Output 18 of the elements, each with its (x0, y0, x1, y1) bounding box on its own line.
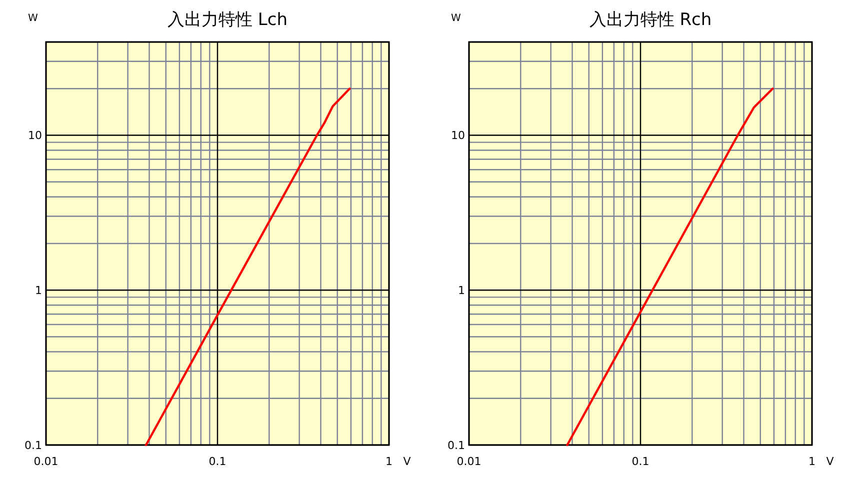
chart-title: 入出力特性 Rch (589, 10, 712, 30)
x-tick-label: 1 (386, 455, 392, 468)
y-tick-label: 10 (451, 129, 465, 142)
x-tick-label: 0.1 (632, 455, 650, 468)
x-tick-label: 1 (808, 455, 816, 468)
y-tick-label: 10 (28, 129, 42, 142)
x-tick-label: 0.01 (456, 455, 482, 468)
x-tick-label: 0.1 (208, 455, 226, 468)
y-tick-label: 0.1 (448, 439, 465, 452)
y-axis-title: W (451, 13, 462, 24)
y-axis-title: W (28, 13, 38, 24)
x-tick-label: 0.01 (34, 455, 58, 468)
y-tick-label: 0.1 (24, 439, 42, 452)
chart-title: 入出力特性 Lch (168, 10, 288, 30)
y-tick-label: 1 (35, 284, 42, 298)
x-axis-title: V (403, 455, 412, 468)
y-tick-label: 1 (458, 284, 465, 298)
x-axis-title: V (826, 455, 834, 468)
